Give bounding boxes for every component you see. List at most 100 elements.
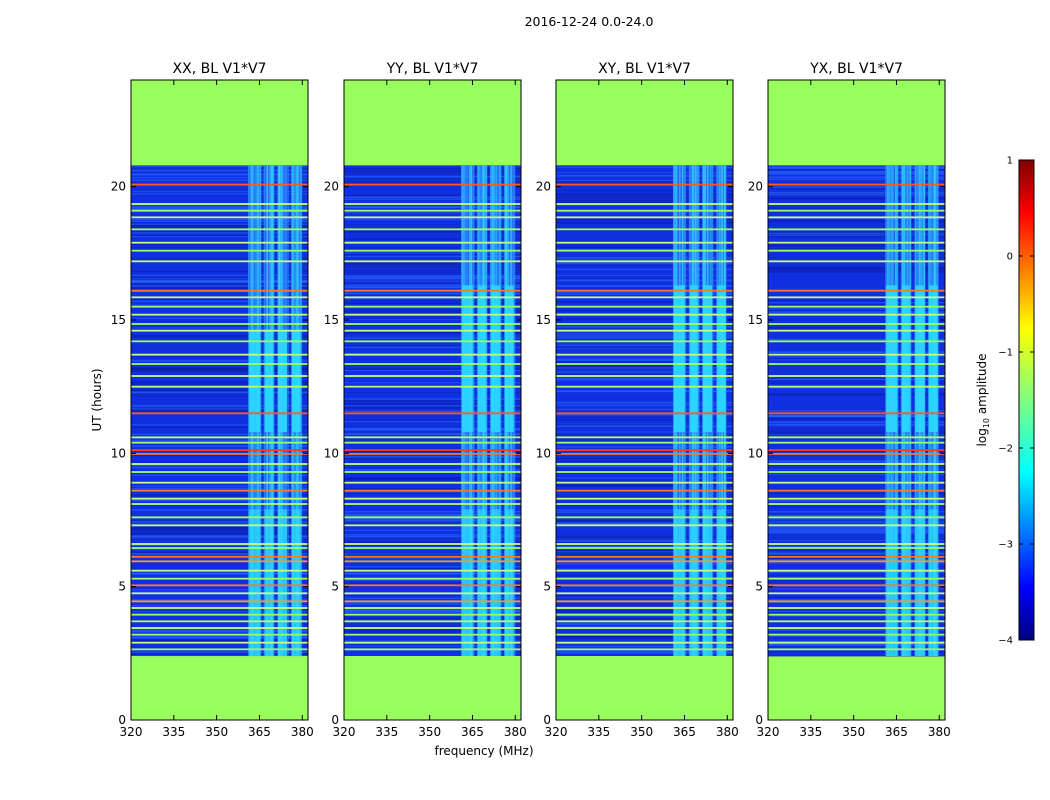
band-rfi-block: [674, 285, 685, 432]
band-speckle: [301, 165, 303, 657]
rfi-time-line: [556, 323, 733, 325]
noise-streak: [344, 311, 521, 313]
noise-streak: [768, 188, 945, 190]
noise-streak: [131, 454, 308, 457]
noise-streak: [768, 434, 945, 437]
panel-1: XX, BL V1*V7 320 335 350 365 380 0 5 10 15 20: [111, 61, 314, 739]
noise-streak: [556, 416, 733, 419]
noise-streak: [344, 603, 521, 605]
noise-streak: [131, 527, 308, 530]
noise-streak: [768, 529, 945, 531]
noise-streak: [556, 611, 733, 614]
band-rfi-block: [249, 330, 260, 432]
band-rfi-block: [264, 330, 273, 432]
noise-streak: [344, 579, 521, 581]
noise-streak: [131, 218, 308, 221]
rfi-time-line: [768, 289, 945, 292]
noise-streak: [131, 544, 308, 546]
rfi-time-line: [131, 441, 308, 444]
rfi-time-line: [556, 228, 733, 231]
noise-streak: [556, 268, 733, 271]
noise-streak: [344, 517, 521, 520]
band-speckle: [896, 165, 898, 657]
noise-streak: [344, 510, 521, 513]
noise-streak: [344, 264, 521, 266]
rfi-time-line: [344, 547, 521, 549]
band-speckle: [923, 165, 925, 657]
rfi-time-line: [556, 569, 733, 572]
noise-streak: [131, 366, 308, 369]
rfi-time-line: [344, 228, 521, 231]
noise-streak: [556, 551, 733, 553]
noise-streak: [556, 401, 733, 404]
noise-streak: [768, 428, 945, 430]
rfi-time-line: [344, 516, 521, 519]
rfi-time-line: [768, 329, 945, 332]
noise-streak: [131, 499, 308, 502]
rfi-time-line: [556, 555, 733, 558]
noise-streak: [556, 477, 733, 479]
noise-streak: [556, 360, 733, 363]
noise-streak: [344, 369, 521, 372]
rfi-time-line: [344, 241, 521, 244]
noise-streak: [556, 246, 733, 249]
rfi-time-line: [131, 648, 308, 651]
noise-streak: [344, 491, 521, 493]
colorbar-label-rest: amplitude: [975, 354, 989, 418]
rfi-time-line: [556, 452, 733, 455]
rfi-time-line: [131, 412, 308, 415]
noise-streak: [556, 520, 733, 522]
rfi-time-line: [344, 412, 521, 415]
noise-streak: [556, 483, 733, 486]
noise-streak: [556, 165, 733, 168]
band-speckle: [248, 165, 250, 657]
colorbar-label-sub: 10: [982, 418, 991, 428]
rfi-time-line: [768, 436, 945, 439]
band-speckle: [910, 165, 912, 657]
rfi-time-line: [768, 607, 945, 609]
noise-streak: [344, 488, 521, 490]
rfi-time-line: [344, 613, 521, 616]
noise-streak: [556, 552, 733, 555]
noise-streak: [344, 238, 521, 240]
noise-streak: [131, 409, 308, 411]
y-tick-label: 5: [543, 580, 551, 594]
x-axis-label: frequency (MHz): [434, 744, 533, 758]
band-speckle: [513, 165, 515, 657]
noise-streak: [344, 399, 521, 402]
y-tick-label: 15: [324, 313, 339, 327]
rfi-time-line: [556, 503, 733, 505]
noise-streak: [131, 393, 308, 395]
y-tick-label: 20: [324, 180, 339, 194]
noise-streak: [344, 247, 521, 249]
rfi-time-line: [344, 627, 521, 629]
rfi-time-line: [344, 436, 521, 439]
noise-streak: [556, 172, 733, 174]
noise-streak: [131, 248, 308, 251]
rfi-time-line: [131, 449, 308, 452]
noise-streak: [768, 308, 945, 310]
colorbar-tick-label: −4: [998, 636, 1013, 647]
y-tick-label: 10: [536, 446, 551, 460]
noise-streak: [768, 302, 945, 304]
noise-streak: [344, 562, 521, 564]
noise-streak: [131, 369, 308, 371]
rfi-time-line: [768, 203, 945, 205]
noise-streak: [344, 451, 521, 454]
noise-streak: [556, 439, 733, 441]
noise-streak: [768, 610, 945, 612]
band-speckle: [924, 165, 926, 657]
noise-streak: [768, 500, 945, 502]
band-speckle: [937, 165, 939, 657]
noise-streak: [556, 335, 733, 337]
noise-streak: [768, 178, 945, 180]
noise-streak: [768, 168, 945, 171]
band-speckle: [277, 165, 279, 657]
band-speckle: [900, 165, 902, 657]
colorbar-tick-label: −1: [998, 348, 1013, 359]
noise-streak: [344, 266, 521, 268]
rfi-time-line: [768, 543, 945, 545]
band-rfi-block-lower: [928, 509, 938, 656]
noise-streak: [131, 207, 308, 209]
rfi-time-line: [768, 260, 945, 263]
